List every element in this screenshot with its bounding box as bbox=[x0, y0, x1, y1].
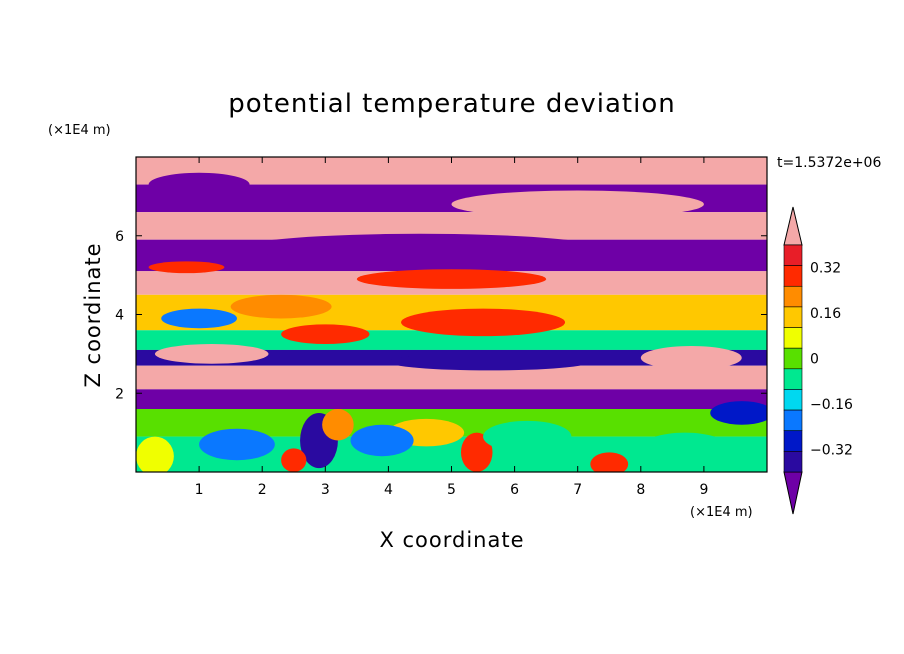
colorbar: 0.32 0.16 0 −0.16 −0.32 bbox=[783, 206, 853, 515]
x-axis-label: X coordinate bbox=[379, 528, 524, 552]
colorbar-arrow-bottom bbox=[783, 471, 803, 515]
field-blob-10 bbox=[322, 409, 354, 441]
colorbar-tick-label: 0.16 bbox=[810, 306, 841, 322]
field-band-8 bbox=[136, 365, 767, 390]
colorbar-tick-label: 0.32 bbox=[810, 261, 841, 277]
field-blob-18 bbox=[350, 424, 414, 457]
field-blob-13 bbox=[590, 452, 629, 472]
field-blob-22 bbox=[148, 172, 250, 197]
y-axis: 2 4 6 bbox=[115, 229, 767, 402]
x-tick-label: 9 bbox=[699, 482, 708, 498]
colorbar-arrow-top bbox=[783, 206, 803, 246]
field-blob-0 bbox=[401, 308, 566, 337]
colorbar-swatch bbox=[783, 451, 803, 473]
field-band-9 bbox=[136, 389, 767, 409]
contour-field bbox=[136, 157, 767, 472]
time-label: t=1.5372e+06 bbox=[777, 155, 881, 171]
field-blob-5 bbox=[356, 269, 547, 289]
colorbar-swatch bbox=[783, 430, 803, 452]
colorbar-swatch bbox=[783, 368, 803, 390]
field-blob-8 bbox=[388, 353, 591, 371]
field-blob-21 bbox=[451, 190, 704, 219]
colorbar-swatch bbox=[783, 265, 803, 287]
field-blob-15 bbox=[199, 428, 275, 461]
x-tick-label: 1 bbox=[195, 482, 204, 498]
field-blob-7 bbox=[640, 346, 742, 370]
field-blob-3 bbox=[552, 298, 679, 323]
field-blob-1 bbox=[281, 324, 370, 345]
colorbar-tick-label: −0.32 bbox=[810, 442, 853, 458]
x-axis: 1 2 3 4 5 6 7 8 9 bbox=[195, 157, 708, 498]
field-blob-4 bbox=[161, 308, 237, 329]
field-blob-6 bbox=[154, 344, 269, 364]
field-blob-24 bbox=[148, 261, 225, 274]
colorbar-swatch bbox=[783, 327, 803, 349]
colorbar-swatch bbox=[783, 244, 803, 266]
x-tick-label: 6 bbox=[510, 482, 519, 498]
field-blob-16 bbox=[483, 420, 572, 453]
y-unit-label: (×1E4 m) bbox=[48, 123, 111, 138]
field-blob-20 bbox=[710, 401, 767, 425]
field-blob-23 bbox=[243, 233, 597, 262]
colorbar-tick-label: 0 bbox=[810, 352, 819, 368]
field-blob-17 bbox=[640, 432, 730, 465]
colorbar-swatch bbox=[783, 285, 803, 308]
y-tick-label: 4 bbox=[115, 308, 124, 324]
chart-title: potential temperature deviation bbox=[228, 89, 675, 119]
x-tick-label: 5 bbox=[447, 482, 456, 498]
colorbar-swatch bbox=[783, 347, 803, 370]
x-unit-label: (×1E4 m) bbox=[690, 505, 753, 520]
field-blob-12 bbox=[281, 448, 307, 472]
y-tick-label: 2 bbox=[115, 386, 124, 402]
x-tick-label: 8 bbox=[636, 482, 645, 498]
y-axis-label: Z coordinate bbox=[81, 242, 105, 387]
field-blob-2 bbox=[230, 294, 332, 319]
y-tick-label: 6 bbox=[115, 229, 124, 245]
field-blob-11 bbox=[460, 432, 493, 472]
colorbar-swatch bbox=[783, 306, 803, 328]
x-tick-label: 2 bbox=[258, 482, 267, 498]
colorbar-tick-label: −0.16 bbox=[810, 397, 853, 413]
x-tick-label: 3 bbox=[321, 482, 330, 498]
colorbar-swatch bbox=[783, 409, 803, 432]
x-tick-label: 7 bbox=[573, 482, 582, 498]
field-blob-19 bbox=[136, 436, 174, 472]
x-tick-label: 4 bbox=[384, 482, 393, 498]
colorbar-swatch bbox=[783, 389, 803, 411]
